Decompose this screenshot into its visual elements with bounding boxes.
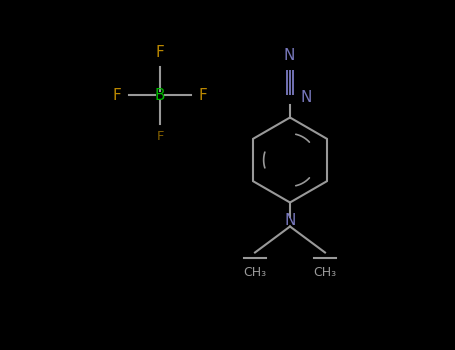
Text: F: F — [157, 130, 164, 143]
Text: CH₃: CH₃ — [243, 266, 267, 280]
Text: F: F — [113, 88, 121, 103]
Text: N: N — [301, 90, 313, 105]
Text: N: N — [284, 212, 296, 228]
Text: N: N — [283, 49, 295, 63]
Text: B: B — [155, 88, 165, 103]
Text: CH₃: CH₃ — [313, 266, 337, 280]
Text: F: F — [198, 88, 207, 103]
Text: F: F — [156, 45, 164, 60]
